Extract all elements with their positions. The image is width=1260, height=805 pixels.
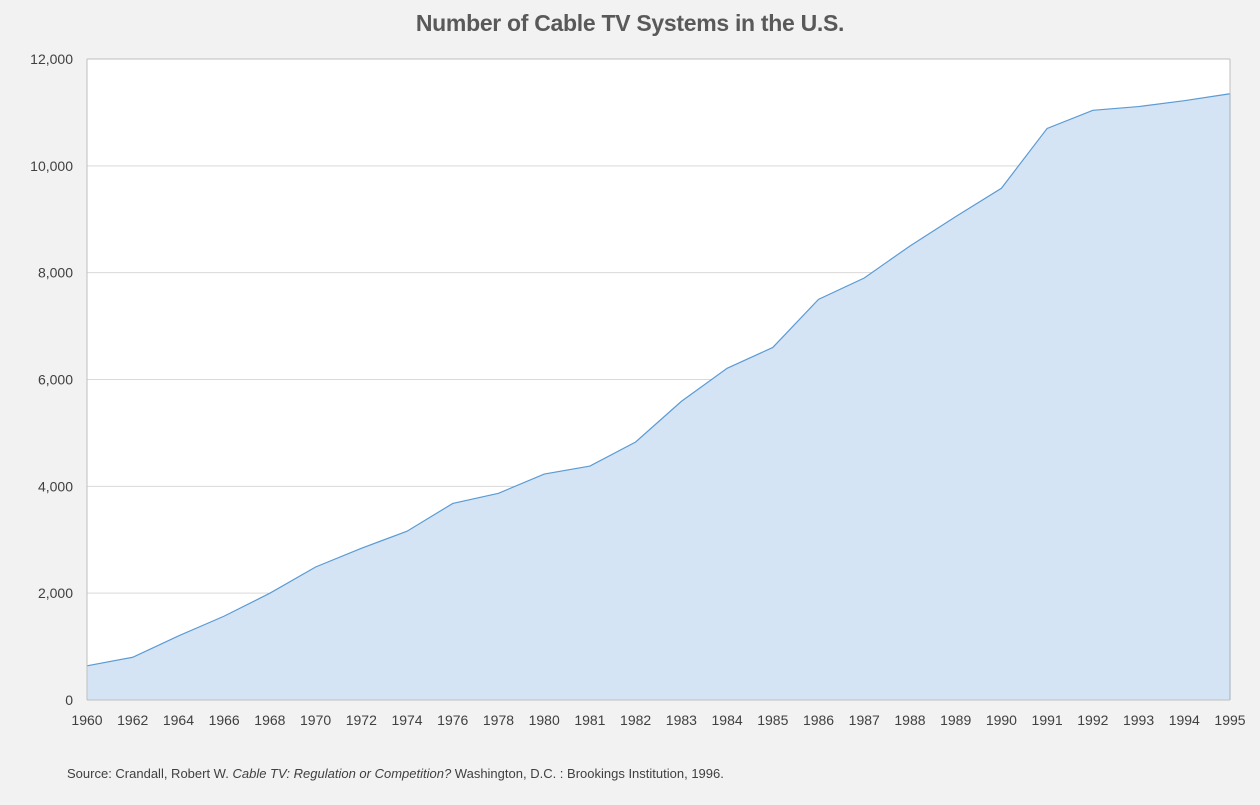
x-tick-label: 1988: [894, 712, 925, 728]
x-tick-label: 1982: [620, 712, 651, 728]
source-prefix: Source: Crandall, Robert W.: [67, 766, 233, 781]
chart-title: Number of Cable TV Systems in the U.S.: [415, 10, 845, 36]
x-tick-label: 1962: [117, 712, 148, 728]
y-tick-label: 10,000: [30, 158, 73, 174]
y-tick-label: 6,000: [38, 372, 73, 388]
x-tick-label: 1986: [803, 712, 834, 728]
x-tick-label: 1980: [529, 712, 560, 728]
y-tick-label: 8,000: [38, 265, 73, 281]
x-tick-label: 1993: [1123, 712, 1154, 728]
x-tick-label: 1972: [346, 712, 377, 728]
area-line: [86, 93, 1231, 700]
x-tick-label: 1960: [71, 712, 102, 728]
x-tick-label: 1983: [666, 712, 697, 728]
source-note: Source: Crandall, Robert W. Cable TV: Re…: [67, 766, 724, 781]
source-suffix: Washington, D.C. : Brookings Institution…: [451, 766, 724, 781]
x-tick-label: 1994: [1169, 712, 1200, 728]
x-tick-label: 1970: [300, 712, 331, 728]
x-tick-label: 1966: [209, 712, 240, 728]
x-tick-label: 1984: [712, 712, 743, 728]
x-tick-label: 1978: [483, 712, 514, 728]
x-tick-label: 1981: [574, 712, 605, 728]
x-tick-label: 1992: [1077, 712, 1108, 728]
x-tick-label: 1995: [1214, 712, 1245, 728]
x-tick-label: 1976: [437, 712, 468, 728]
x-tick-label: 1964: [163, 712, 194, 728]
x-tick-label: 1987: [849, 712, 880, 728]
x-tick-label: 1991: [1032, 712, 1063, 728]
area-fill: [87, 93, 1230, 701]
source-title: Cable TV: Regulation or Competition?: [232, 766, 452, 781]
x-tick-label: 1968: [254, 712, 285, 728]
x-tick-label: 1974: [391, 712, 422, 728]
x-tick-label: 1990: [986, 712, 1017, 728]
y-tick-label: 4,000: [38, 478, 73, 494]
y-tick-label: 12,000: [30, 51, 73, 67]
y-tick-label: 2,000: [38, 585, 73, 601]
x-tick-label: 1985: [757, 712, 788, 728]
x-tick-label: 1989: [940, 712, 971, 728]
y-tick-label: 0: [65, 692, 73, 708]
